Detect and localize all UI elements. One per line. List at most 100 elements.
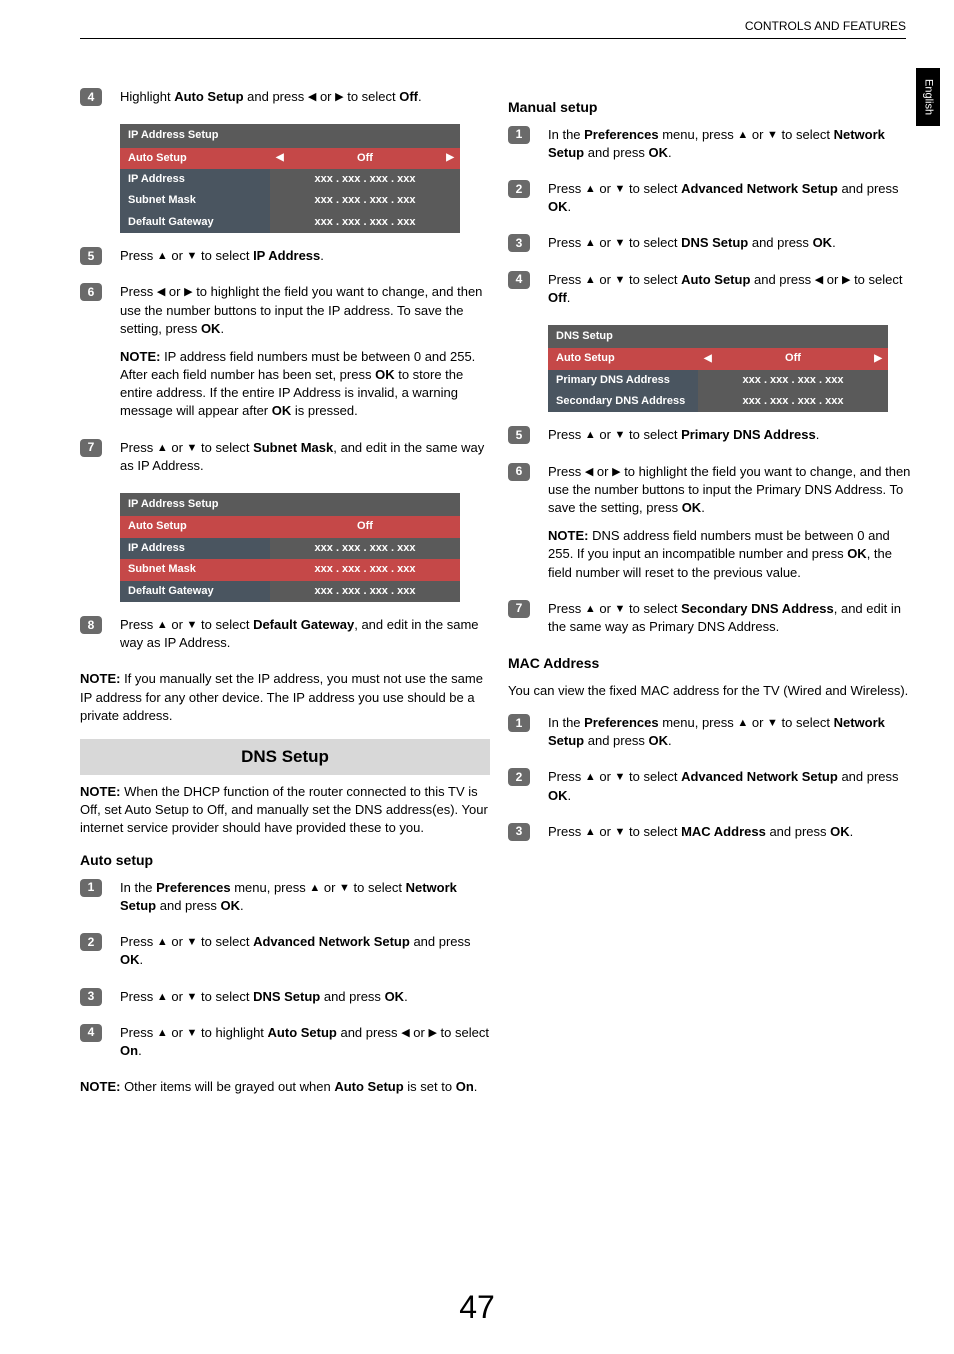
value-text: Off xyxy=(785,352,801,364)
step-5: 5 Press ▲ or ▼ to select IP Address. xyxy=(80,247,490,271)
table-title: IP Address Setup xyxy=(120,493,460,516)
note-label: NOTE: xyxy=(80,671,120,686)
step-badge: 5 xyxy=(80,247,102,265)
text: to select xyxy=(344,89,400,104)
step-badge: 8 xyxy=(80,616,102,634)
step-badge: 1 xyxy=(508,126,530,144)
table-row: Subnet Maskxxx . xxx . xxx . xxx xyxy=(120,559,460,580)
text: IP Address xyxy=(253,248,320,263)
text: Advanced Network Setup xyxy=(681,769,838,784)
text: and press xyxy=(748,235,812,250)
down-icon: ▼ xyxy=(187,990,198,1005)
down-icon: ▼ xyxy=(767,128,778,143)
row-value: xxx . xxx . xxx . xxx xyxy=(270,581,460,602)
dns-setup-table: DNS SetupAuto Setup◀Off▶Primary DNS Addr… xyxy=(548,325,888,413)
text: or xyxy=(596,235,615,250)
table-row: Auto SetupOff xyxy=(120,516,460,537)
text: . xyxy=(701,500,705,515)
text: or xyxy=(596,824,615,839)
text: Press xyxy=(548,601,585,616)
text: menu, press xyxy=(231,880,310,895)
step-badge: 6 xyxy=(508,463,530,481)
text: OK xyxy=(120,952,140,967)
up-icon: ▲ xyxy=(585,273,596,288)
mac-step-2: 2 Press ▲ or ▼ to select Advanced Networ… xyxy=(508,768,918,810)
value-text: Off xyxy=(357,152,373,164)
text: and press xyxy=(766,824,830,839)
step-8: 8 Press ▲ or ▼ to select Default Gateway… xyxy=(80,616,490,658)
text: OK xyxy=(847,546,867,561)
step-badge: 5 xyxy=(508,426,530,444)
text: Press xyxy=(548,769,585,784)
row-label: Primary DNS Address xyxy=(548,370,698,391)
step-badge: 2 xyxy=(80,933,102,951)
text: or xyxy=(596,272,615,287)
text: . xyxy=(220,321,224,336)
row-value: Off xyxy=(270,516,460,537)
text: . xyxy=(668,145,672,160)
up-icon: ▲ xyxy=(157,935,168,950)
row-value: xxx . xxx . xxx . xxx xyxy=(698,391,888,412)
row-value: xxx . xxx . xxx . xxx xyxy=(270,538,460,559)
text: to select xyxy=(778,715,834,730)
down-icon: ▼ xyxy=(615,236,626,251)
text: . xyxy=(668,733,672,748)
text: Other items will be grayed out when xyxy=(120,1079,334,1094)
text: Press xyxy=(548,272,585,287)
row-label: Auto Setup xyxy=(548,348,698,369)
text: or xyxy=(165,284,184,299)
step-6: 6 Press ◀ or ▶ to highlight the field yo… xyxy=(80,283,490,426)
step-badge: 7 xyxy=(508,600,530,618)
text: Press xyxy=(548,181,585,196)
manual-step-6: 6 Press ◀ or ▶ to highlight the field yo… xyxy=(508,463,918,588)
page-number: 47 xyxy=(0,1285,954,1330)
ip-setup-table-2: IP Address SetupAuto SetupOffIP Addressx… xyxy=(120,493,460,602)
text: OK xyxy=(272,403,292,418)
up-icon: ▲ xyxy=(585,428,596,443)
row-value: ◀Off▶ xyxy=(270,148,460,169)
down-icon: ▼ xyxy=(615,182,626,197)
text: . xyxy=(240,898,244,913)
down-icon: ▼ xyxy=(615,602,626,617)
text: menu, press xyxy=(659,127,738,142)
text: to select xyxy=(850,272,902,287)
step-badge: 4 xyxy=(80,1024,102,1042)
text: On xyxy=(120,1043,138,1058)
manual-step-5: 5 Press ▲ or ▼ to select Primary DNS Add… xyxy=(508,426,918,450)
table-title: DNS Setup xyxy=(548,325,888,348)
text: or xyxy=(596,181,615,196)
text: Highlight xyxy=(120,89,174,104)
note-label: NOTE: xyxy=(80,784,120,799)
text: . xyxy=(404,989,408,1004)
table-row: Auto Setup◀Off▶ xyxy=(548,348,888,369)
right-column: Manual setup 1 In the Preferences menu, … xyxy=(508,88,918,859)
text: Press xyxy=(120,934,157,949)
header-rule xyxy=(80,38,906,39)
row-label: Default Gateway xyxy=(120,581,270,602)
text: . xyxy=(816,427,820,442)
manual-step-4: 4 Press ▲ or ▼ to select Auto Setup and … xyxy=(508,271,918,313)
text: Auto Setup xyxy=(174,89,243,104)
text: and press xyxy=(750,272,814,287)
table-row: IP Addressxxx . xxx . xxx . xxx xyxy=(120,538,460,559)
text: Press xyxy=(120,284,157,299)
text: or xyxy=(316,89,335,104)
text: to select xyxy=(778,127,834,142)
text: DNS address field numbers must be betwee… xyxy=(548,528,890,561)
text: . xyxy=(568,788,572,803)
text: to select xyxy=(625,427,681,442)
text: When the DHCP function of the router con… xyxy=(80,784,488,835)
table-row: Default Gatewayxxx . xxx . xxx . xxx xyxy=(120,581,460,602)
text: or xyxy=(410,1025,429,1040)
row-value: xxx . xxx . xxx . xxx xyxy=(270,169,460,190)
text: and press xyxy=(244,89,308,104)
text: OK xyxy=(813,235,833,250)
text: or xyxy=(823,272,842,287)
table-row: IP Addressxxx . xxx . xxx . xxx xyxy=(120,169,460,190)
text: In the xyxy=(548,715,584,730)
text: . xyxy=(138,1043,142,1058)
down-icon: ▼ xyxy=(187,249,198,264)
right-icon: ▶ xyxy=(612,465,620,480)
note-dns: NOTE: When the DHCP function of the rout… xyxy=(80,783,490,838)
up-icon: ▲ xyxy=(157,441,168,456)
